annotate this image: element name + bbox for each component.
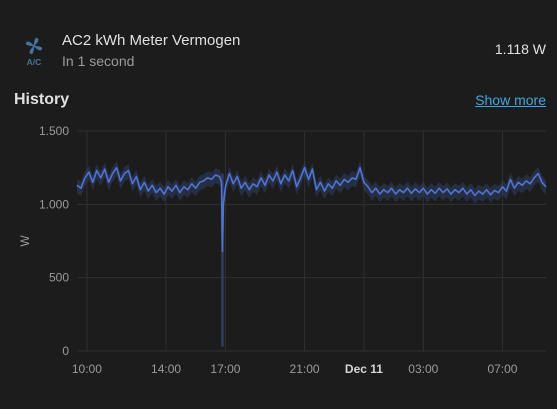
x-tick-label: 21:00	[290, 362, 320, 376]
x-tick-label: 03:00	[408, 362, 438, 376]
x-tick-label: 14:00	[151, 362, 181, 376]
x-tick-label: 07:00	[487, 362, 517, 376]
y-tick-label: 0	[62, 344, 69, 358]
svg-text:A/C: A/C	[27, 57, 42, 67]
entity-last-changed: In 1 second	[62, 53, 135, 69]
series-range-band	[77, 161, 546, 260]
x-tick-label: Dec 11	[345, 362, 383, 376]
y-tick-label: 1.000	[39, 197, 69, 211]
air-conditioner-icon: A/C	[22, 37, 46, 67]
series-line	[76, 166, 547, 253]
history-title: History	[14, 91, 70, 108]
y-tick-label: 500	[49, 271, 69, 285]
entity-row[interactable]: A/C AC2 kWh Meter Vermogen In 1 second 1…	[0, 22, 557, 78]
y-axis-label: W	[18, 235, 32, 247]
show-more-link[interactable]: Show more	[475, 92, 546, 108]
x-tick-label: 17:00	[210, 362, 240, 376]
x-tick-label: 10:00	[72, 362, 102, 376]
y-tick-label: 1.500	[39, 124, 69, 138]
history-chart[interactable]: 0 500 1.000 1.500 10:00 14:00 17:00 21:00 Dec 11…	[0, 120, 557, 409]
entity-name: AC2 kWh Meter Vermogen	[62, 32, 241, 49]
entity-state: 1.118 W	[494, 41, 546, 57]
